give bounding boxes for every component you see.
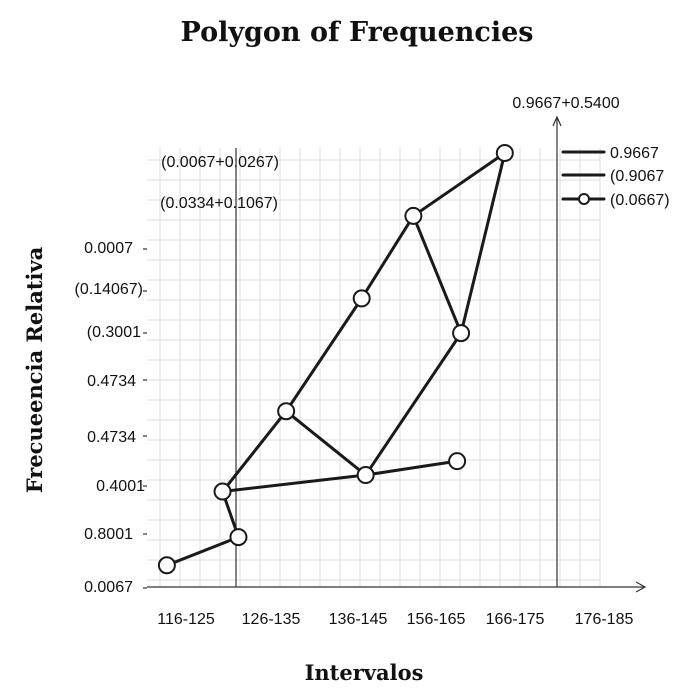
data-point [352,289,371,308]
series-segment [364,459,459,477]
x-axis-title: Intervalos [305,660,424,685]
annotation-arrow [552,115,562,127]
markers [157,144,514,575]
data-point [356,466,375,485]
y-tick-label: (0.0067+0.0267) [161,154,279,171]
x-tick-label: 116-125 [157,611,215,628]
y-tick-label: 0.4734 [87,373,136,390]
data-point [213,482,232,501]
data-point [452,324,471,343]
x-tick-label: 156-165 [407,611,466,628]
x-tick-label: 176-185 [575,611,634,628]
y-tick-label: 0.8001 [84,526,133,543]
legend-label: (0.0667) [610,192,670,209]
annotation-label: 0.9667+0.5400 [512,95,619,112]
labels: Polygon of Frequencies Intervalos Frecueen… [22,17,633,685]
series [165,151,507,567]
y-tick-label: 0.4001 [96,478,145,495]
x-tick-label: 166-175 [486,611,545,628]
x-axis-arrow [635,581,647,593]
y-tick-label: (0.3001 [87,324,141,341]
legend: 0.9667 (0.9067 (0.0667) [561,145,670,209]
y-tick-label: 0.0007 [84,240,133,257]
y-axis-title: Frecueencia Relativa [22,246,47,493]
data-point [277,402,296,421]
y-tick-label: (0.14067) [75,281,144,298]
x-tick-label: 126-135 [242,611,301,628]
data-point [404,206,423,225]
data-point [448,452,467,471]
legend-label: (0.9067 [610,168,664,185]
legend-marker [578,193,590,205]
data-point [495,144,514,162]
series-segment [221,473,368,494]
chart-title: Polygon of Frequencies [181,17,534,48]
series-segment [411,214,463,335]
grid [147,148,601,587]
axes [143,115,647,593]
series-line [165,151,507,567]
legend-label: 0.9667 [610,145,659,162]
x-tick-label: 136-145 [329,611,388,628]
y-tick-label: (0.0334+0.1067) [160,195,278,212]
y-tick-label: 0.0067 [84,579,133,596]
data-point [229,528,248,547]
y-tick-label: 0.4734 [87,429,136,446]
data-point [157,556,176,575]
